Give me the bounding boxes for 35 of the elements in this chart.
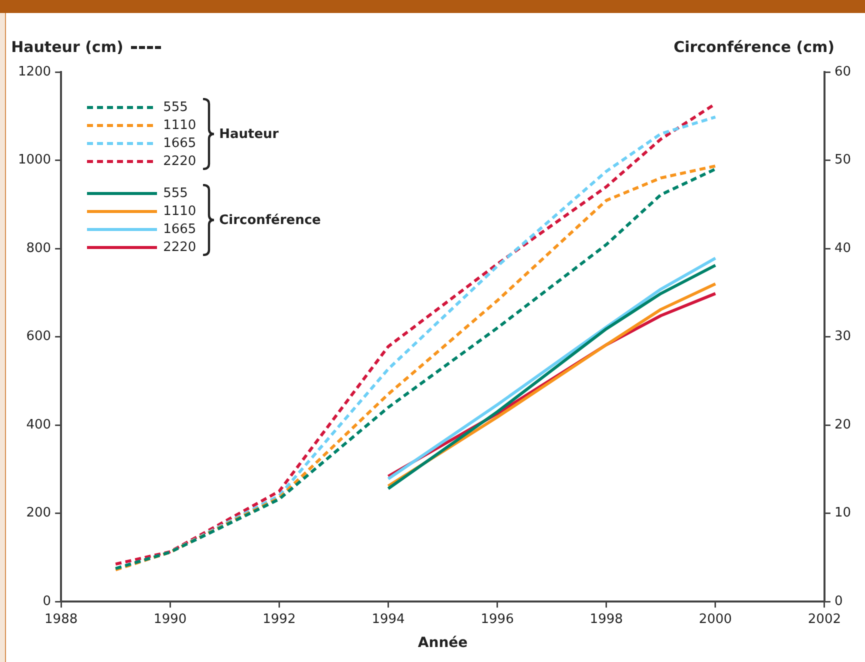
annotation: Hauteur xyxy=(219,126,279,142)
x-tick-label: 1996 xyxy=(480,612,514,627)
x-tick-label: 1998 xyxy=(590,612,623,627)
x-tick-label: 1988 xyxy=(44,612,78,627)
y2-tick-label: 60 xyxy=(834,64,852,80)
y-tick-label: 800 xyxy=(26,240,52,256)
annotation: Circonférence xyxy=(219,212,321,228)
y2-tick-label: 20 xyxy=(834,417,852,432)
y2-tick-label: 0 xyxy=(834,594,843,609)
legend-label: 2220 xyxy=(163,154,198,168)
y-tick-label: 200 xyxy=(26,506,52,521)
y-tick-label: 1000 xyxy=(18,152,52,168)
x-tick-label: 2000 xyxy=(698,612,732,627)
x-tick-label: 1990 xyxy=(154,612,187,627)
y2-axis-title: Circonférence (cm) xyxy=(674,38,834,56)
x-tick-label: 1992 xyxy=(262,612,296,627)
legend-label: 555 xyxy=(163,100,189,114)
legend-label: 1110 xyxy=(163,118,198,132)
y-tick-label: 400 xyxy=(26,417,52,432)
legend-label: 1665 xyxy=(163,136,198,150)
y-axis-title: Hauteur (cm) xyxy=(11,38,124,56)
y-tick-label: 600 xyxy=(26,329,52,344)
y-tick-label: 0 xyxy=(42,594,52,609)
y2-tick-label: 30 xyxy=(834,329,852,344)
x-tick-label: 1994 xyxy=(372,612,405,627)
y2-tick-label: 10 xyxy=(834,506,852,521)
legend-label: 1665 xyxy=(163,222,198,236)
y-tick-label: 1200 xyxy=(18,64,52,80)
x-tick-label: 2002 xyxy=(808,612,842,627)
legend-label: 2220 xyxy=(163,240,198,254)
legend-label: 1110 xyxy=(163,204,198,218)
x-axis-title: Année xyxy=(418,635,468,652)
y2-tick-label: 40 xyxy=(834,240,852,256)
legend-label: 555 xyxy=(163,186,189,200)
y2-tick-label: 50 xyxy=(834,152,852,168)
